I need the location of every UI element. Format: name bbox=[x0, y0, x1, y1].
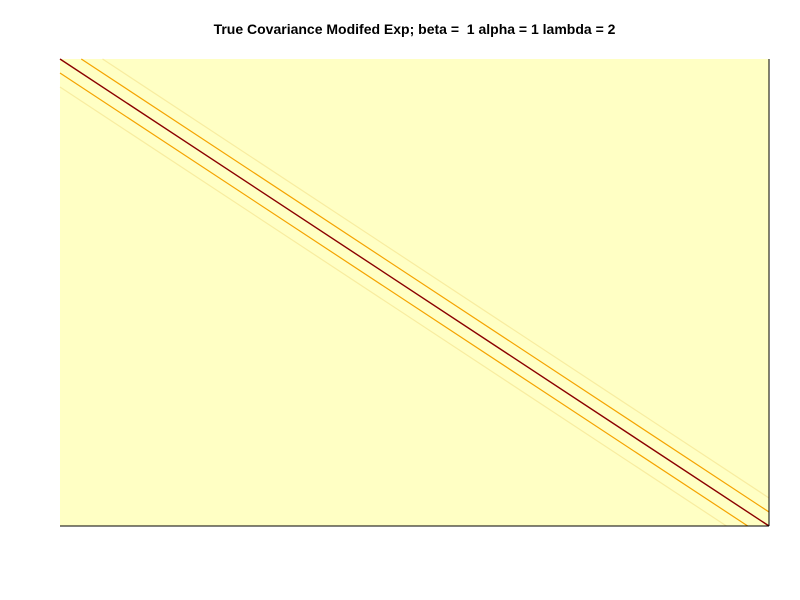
band-offset-0 bbox=[59, 58, 770, 527]
band-offset-6 bbox=[102, 58, 770, 499]
band-offset-minus-6 bbox=[59, 86, 727, 527]
covariance-bands bbox=[59, 58, 770, 527]
band-offset-minus-3 bbox=[59, 72, 749, 527]
chart-title: True Covariance Modifed Exp; beta = 1 al… bbox=[213, 21, 616, 37]
band-offset-3 bbox=[80, 58, 770, 513]
